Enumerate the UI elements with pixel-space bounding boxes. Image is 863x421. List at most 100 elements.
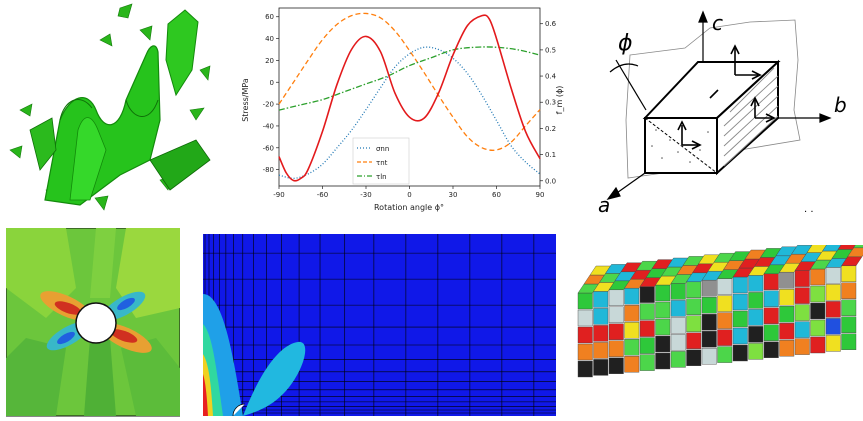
voxel-cell (717, 312, 733, 329)
voxel-cell (794, 321, 810, 338)
voxel-cell (608, 357, 624, 375)
x-tick-label: -60 (317, 191, 328, 199)
voxel-cell (779, 289, 795, 306)
voxel-cell (794, 287, 810, 304)
y2-tick-label: 0.2 (545, 125, 556, 133)
plate-hole-contour (6, 228, 180, 418)
stress-chart: 60 40 20 0 -20 -40 -60 -80 0.6 0.5 0.4 0.3 0.2 0.1 0.… (236, 0, 566, 215)
plot-area (278, 7, 541, 187)
voxel-cell (825, 318, 841, 335)
y2-tick-label: 0.1 (545, 151, 556, 159)
voxel-top-cell (806, 245, 827, 253)
voxel-cell (717, 295, 733, 312)
voxel-cell (577, 309, 593, 327)
y-tick-label: 40 (265, 35, 274, 43)
voxel-top-cell (822, 245, 842, 252)
voxel-cell (593, 325, 609, 342)
voxel-cell (686, 315, 702, 333)
voxel-cell (639, 286, 655, 303)
axis-label-b: b (834, 93, 847, 117)
voxel-cell (655, 284, 671, 302)
voxel-cell (841, 265, 857, 282)
voxel-cell (577, 343, 593, 361)
voxel-cell (577, 292, 593, 310)
crack-surface-render (0, 0, 230, 215)
voxel-cell (701, 313, 717, 331)
voxel-cell (639, 337, 655, 354)
voxel-cell (686, 298, 702, 315)
angle-label-phi: ϕ (618, 31, 633, 56)
voxel-cell (624, 305, 640, 322)
voxel-cell (639, 320, 655, 337)
voxel-cell (608, 340, 624, 358)
voxel-cell (608, 306, 624, 323)
series-line-3 (278, 14, 541, 182)
voxel-cell (825, 335, 841, 352)
series-line-0 (278, 46, 541, 180)
crack-main-surface (29, 9, 211, 206)
stress-chart-svg: 60 40 20 0 -20 -40 -60 -80 0.6 0.5 0.4 0.3 0.2 0.1 0.… (241, 7, 564, 212)
voxel-cell (810, 302, 826, 320)
y2-axis-label: f_m (ϕ) (555, 86, 564, 115)
voxel-cell (686, 281, 702, 298)
voxel-cell (624, 355, 640, 373)
voxel-cell (670, 317, 686, 334)
voxel-cell (655, 301, 671, 319)
voxel-cell (732, 327, 748, 345)
voxel-cell (670, 334, 686, 351)
voxel-cell (794, 270, 810, 287)
voxel-cell (717, 329, 733, 346)
x-axis-label: Rotation angle ϕ° (374, 203, 444, 212)
x-tick-label: 60 (492, 191, 501, 199)
voxel-cell (639, 354, 655, 371)
voxel-cell (810, 336, 826, 354)
voxel-cell (577, 326, 593, 344)
fem-mesh-plot (203, 234, 556, 416)
voxel-cell (748, 326, 764, 343)
voxel-cell (810, 319, 826, 337)
voxel-cell (670, 300, 686, 317)
voxel-cell (763, 273, 779, 290)
stress-arrows (677, 44, 776, 150)
voxel-cell (841, 333, 857, 351)
voxel-cell (655, 352, 671, 370)
voxel-cell (810, 285, 826, 303)
y2-tick-label: 0.0 (545, 177, 556, 185)
legend: σnn τnt τln (352, 137, 410, 185)
voxel-cell (748, 309, 764, 326)
corner-marks: . . (804, 204, 814, 215)
voxel-cell (624, 321, 640, 339)
voxel-cell (577, 360, 593, 378)
voxel-cell (794, 338, 810, 355)
voxel-cell (624, 288, 640, 305)
voxel-cell (779, 339, 795, 357)
voxel-cell (701, 330, 717, 348)
voxel-cell (593, 359, 609, 376)
y-tick-label: -20 (263, 101, 274, 109)
stress-concentration (203, 294, 306, 416)
voxel-cell (825, 284, 841, 301)
voxel-cell (732, 344, 748, 362)
voxel-cell (779, 272, 795, 289)
voxel-top-cell (837, 245, 856, 250)
y2-tick-label: 0.3 (545, 99, 556, 107)
voxel-cell (624, 338, 640, 356)
voxel-cell (748, 343, 764, 360)
voxel-cell (841, 282, 857, 299)
block-side-face (716, 59, 779, 176)
voxel-cell (608, 289, 624, 306)
x-tick-label: 30 (449, 191, 458, 199)
voxel-cell (655, 335, 671, 353)
y-tick-label: 20 (265, 57, 274, 65)
voxel-cell (593, 342, 609, 359)
voxel-cell (639, 303, 655, 320)
voxel-cell (763, 341, 779, 359)
legend-sigma-nn: σnn (376, 145, 389, 153)
plate-hole (75, 302, 117, 344)
voxel-cell (593, 291, 609, 308)
voxel-cell (593, 308, 609, 325)
y-tick-label: 60 (265, 13, 274, 21)
voxel-cell (686, 349, 702, 367)
voxel-cell (732, 293, 748, 311)
voxel-cell (748, 275, 764, 292)
